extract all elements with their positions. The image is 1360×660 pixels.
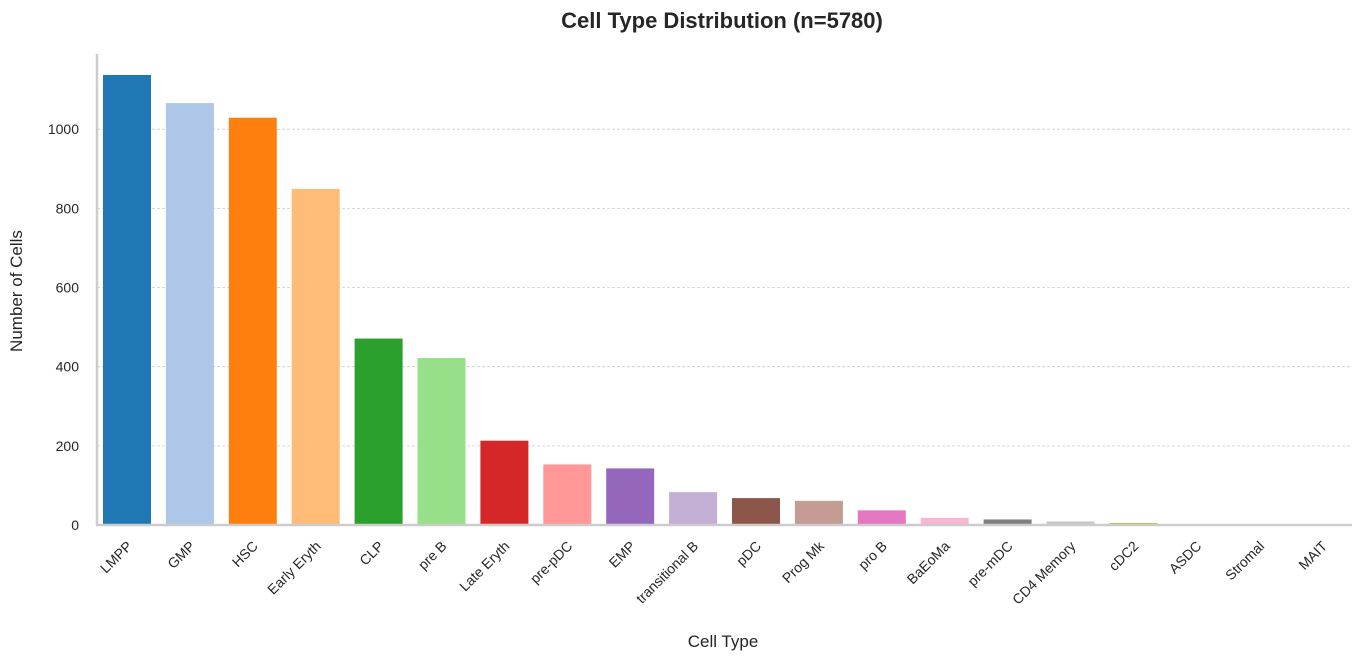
y-tick-label: 200 — [56, 438, 80, 454]
bar-lmpp — [103, 74, 151, 526]
x-tick-label: CD4 Memory — [1009, 538, 1079, 608]
bar-early-eryth — [291, 188, 340, 525]
x-tick-labels: LMPP GMP HSC Early Eryth CLP pre B Late Eryth p… — [97, 537, 1331, 607]
x-tick-label: CLP — [356, 538, 387, 569]
x-tick-label: pre-mDC — [964, 538, 1015, 589]
x-tick-label: GMP — [164, 538, 198, 572]
bar-cd4-memory — [1046, 521, 1095, 525]
x-tick-label: Early Eryth — [264, 538, 324, 598]
x-tick-label: BaEoMa — [904, 538, 953, 587]
x-tick-label: EMP — [606, 538, 639, 571]
bar-emp — [606, 468, 655, 525]
bar-pro-b — [857, 510, 906, 525]
bar-baeoma — [920, 517, 969, 525]
x-tick-label: ASDC — [1166, 538, 1205, 577]
bar-transitional-b — [669, 492, 718, 525]
x-axis-label: Cell Type — [688, 632, 759, 651]
y-tick-label: 800 — [56, 200, 80, 216]
bar-pre-b — [417, 357, 466, 525]
x-tick-label: cDC2 — [1105, 538, 1141, 574]
y-tick-label: 0 — [71, 517, 79, 533]
grid-lines — [97, 128, 1352, 447]
x-tick-label: Stromal — [1222, 538, 1267, 583]
x-tick-label: Prog Mk — [779, 537, 828, 586]
x-tick-label: pre B — [415, 538, 450, 573]
x-tick-label: HSC — [229, 538, 261, 570]
x-tick-label: LMPP — [97, 538, 135, 576]
y-tick-labels: 0 200 400 600 800 1000 — [48, 121, 79, 533]
bar-gmp — [165, 103, 214, 526]
y-axis-label: Number of Cells — [7, 230, 26, 352]
bar-pdc — [732, 498, 780, 525]
bar-pre-pdc — [543, 464, 592, 525]
y-tick-label: 600 — [56, 280, 80, 296]
bar-hsc — [228, 117, 277, 526]
chart-title: Cell Type Distribution (n=5780) — [561, 8, 883, 33]
bars — [103, 74, 1347, 526]
bar-clp — [354, 338, 403, 525]
x-tick-label: Late Eryth — [456, 538, 512, 594]
x-tick-label: pro B — [855, 538, 890, 573]
bar-prog-mk — [794, 500, 843, 525]
y-tick-label: 1000 — [48, 121, 79, 137]
x-tick-label: pre-pDC — [527, 538, 576, 587]
y-tick-label: 400 — [56, 359, 80, 375]
x-tick-label: transitional B — [633, 538, 702, 607]
bar-pre-mdc — [983, 519, 1032, 525]
bar-late-eryth — [480, 440, 529, 525]
x-tick-label: MAIT — [1295, 537, 1330, 572]
x-tick-label: pDC — [733, 538, 764, 569]
